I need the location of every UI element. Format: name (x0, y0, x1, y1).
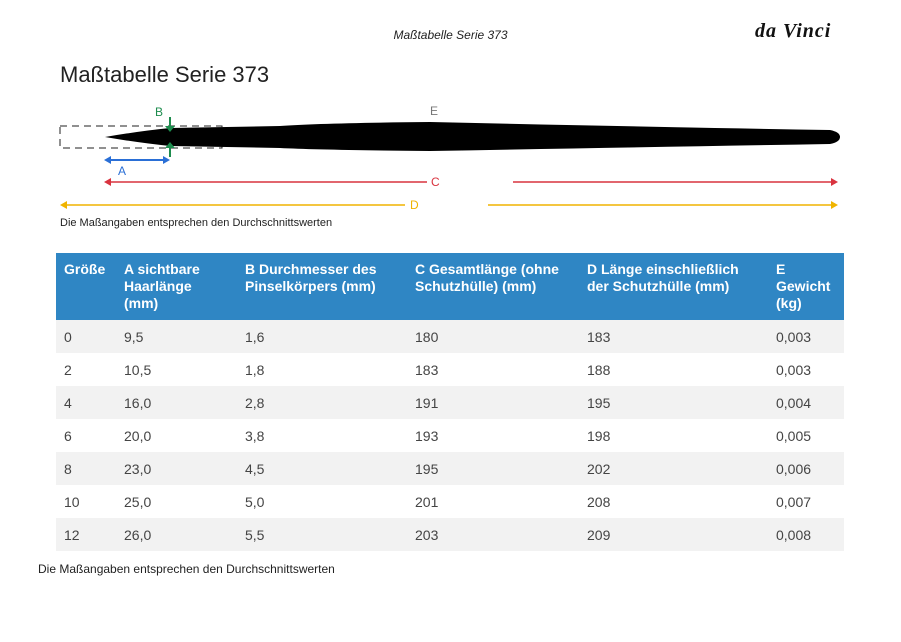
column-header: B Durchmesser des Pinselkörpers (mm) (237, 253, 407, 320)
table-cell: 188 (587, 361, 611, 378)
diagram-note: Die Maßangaben entsprechen den Durchschn… (60, 217, 333, 229)
table-cell: 6 (64, 427, 72, 444)
table-cell: 191 (407, 386, 579, 419)
column-header: A sichtbare Haarlänge (mm) (116, 253, 237, 320)
table-cell: 4 (56, 386, 116, 419)
table-cell: 2,8 (237, 386, 407, 419)
table-cell: 26,0 (116, 518, 237, 551)
table-cell: 2 (64, 361, 72, 378)
b-arrowheads (165, 126, 175, 148)
page-title: Maßtabelle Serie 373 (60, 62, 270, 87)
table-cell: 195 (579, 386, 768, 419)
table-cell: 8 (56, 452, 116, 485)
table-cell: 203 (407, 518, 579, 551)
table-cell: 201 (415, 493, 439, 510)
table-cell: 4,5 (237, 452, 407, 485)
table-cell: 1,6 (237, 320, 407, 353)
table-cell: 10,5 (124, 361, 152, 378)
table-cell: 10 (64, 493, 80, 510)
logo: da Vinci (755, 20, 832, 42)
table-cell: 198 (587, 427, 611, 444)
table-cell: 0,005 (776, 427, 812, 444)
column-header: C Gesamtlänge (ohne Schutzhülle) (mm) (407, 253, 579, 320)
brush-diagram: B E A C D (59, 104, 840, 212)
table-row: 8 23,0 4,5 195 202 0,006 (56, 452, 844, 485)
table-cell: 0,003 (768, 320, 844, 353)
table-cell: 209 (579, 518, 768, 551)
table-cell: 0,004 (768, 386, 844, 419)
table-cell: 20,0 (124, 427, 152, 444)
label-e: E (430, 104, 438, 118)
header-title: Maßtabelle Serie 373 (393, 28, 508, 42)
table-cell: 183 (579, 320, 768, 353)
table-row: 4 16,0 2,8 191 195 0,004 (56, 386, 844, 419)
table-cell: 0,006 (768, 452, 844, 485)
table-cell: 0,003 (776, 361, 812, 378)
label-c: C (431, 175, 440, 189)
table-cell: 5,0 (245, 493, 265, 510)
header-row: Größe A sichtbare Haarlänge (mm) B Durchme… (56, 253, 844, 320)
footer-note: Die Maßangaben entsprechen den Durchschn… (38, 562, 335, 576)
table-cell: 5,5 (237, 518, 407, 551)
table-row: 2 10,5 1,8 183 188 0,003 (56, 353, 844, 386)
column-header: D Länge einschließlich der Schutzhülle (… (579, 253, 768, 320)
table-cell: 3,8 (245, 427, 265, 444)
table-row: 6 20,0 3,8 193 198 0,005 (56, 419, 844, 452)
label-a: A (118, 164, 126, 178)
table-cell: 208 (587, 493, 611, 510)
table-cell: 195 (407, 452, 579, 485)
table-cell: 0 (56, 320, 116, 353)
table-cell: 183 (415, 361, 439, 378)
table-row: 12 26,0 5,5 203 209 0,008 (56, 518, 844, 551)
brush (105, 122, 840, 151)
column-header: E Gewicht (kg) (768, 253, 844, 320)
table-cell: 180 (407, 320, 579, 353)
column-header: Größe (56, 253, 116, 320)
table-row: 0 9,5 1,6 180 183 0,003 (56, 320, 844, 353)
size-table: Größe A sichtbare Haarlänge (mm) B Durchme… (56, 253, 844, 551)
table-cell: 0,007 (776, 493, 812, 510)
table-cell: 23,0 (116, 452, 237, 485)
table-row: 10 25,0 5,0 201 208 0,007 (56, 485, 844, 518)
table-cell: 0,008 (768, 518, 844, 551)
a-arrowheads (104, 156, 170, 164)
table-cell: 193 (415, 427, 439, 444)
table-cell: 202 (579, 452, 768, 485)
table-cell: 1,8 (245, 361, 265, 378)
label-d: D (410, 198, 419, 212)
table-cell: 9,5 (116, 320, 237, 353)
table-cell: 25,0 (124, 493, 152, 510)
table-cell: 16,0 (116, 386, 237, 419)
label-b: B (155, 105, 163, 119)
table-cell: 12 (56, 518, 116, 551)
